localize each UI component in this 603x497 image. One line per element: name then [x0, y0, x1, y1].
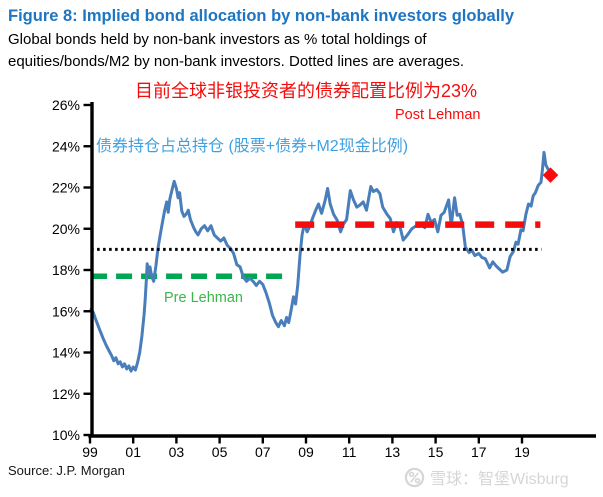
headline-annotation-cn: 目前全球非银投资者的债券配置比例为23% [134, 81, 478, 101]
figure-subtitle-line2: equities/bonds/M2 by non-bank investors.… [8, 53, 465, 70]
x-tick-label: 11 [342, 444, 357, 460]
y-tick-label: 24% [52, 138, 80, 154]
post-lehman-label: Post Lehman [395, 107, 481, 123]
y-tick-label: 22% [52, 180, 80, 196]
figure-title: Figure 8: Implied bond allocation by non… [8, 7, 515, 25]
x-tick-label: 09 [298, 444, 314, 460]
watermark-text: 雪球：智堡Wisburg [430, 471, 569, 488]
x-tick-label: 15 [428, 444, 444, 460]
series-label-cn: 债券持仓占总持仓 (股票+债券+M2现金比例) [96, 138, 409, 155]
x-tick-label: 17 [471, 444, 487, 460]
y-tick-label: 18% [52, 262, 80, 278]
x-tick-label: 13 [385, 444, 401, 460]
y-tick-label: 14% [52, 345, 80, 361]
x-tick-label: 19 [514, 444, 530, 460]
y-tick-label: 16% [52, 303, 80, 319]
figure-subtitle-line1: Global bonds held by non-bank investors … [8, 31, 427, 48]
x-tick-label: 03 [169, 444, 185, 460]
xueqiu-logo-icon [404, 467, 425, 487]
y-tick-label: 10% [52, 427, 80, 443]
pre-lehman-label: Pre Lehman [164, 290, 243, 306]
y-tick-label: 26% [52, 97, 80, 113]
source-text: Source: J.P. Morgan [8, 463, 125, 478]
y-tick-label: 20% [52, 221, 80, 237]
x-tick-label: 05 [212, 444, 228, 460]
y-tick-label: 12% [52, 386, 80, 402]
current-value-diamond [542, 167, 559, 183]
x-tick-label: 01 [125, 444, 141, 460]
series-line [89, 150, 550, 373]
watermark: 雪球：智堡Wisburg [404, 465, 569, 489]
x-tick-label: 99 [82, 444, 98, 460]
x-tick-label: 07 [255, 444, 271, 460]
